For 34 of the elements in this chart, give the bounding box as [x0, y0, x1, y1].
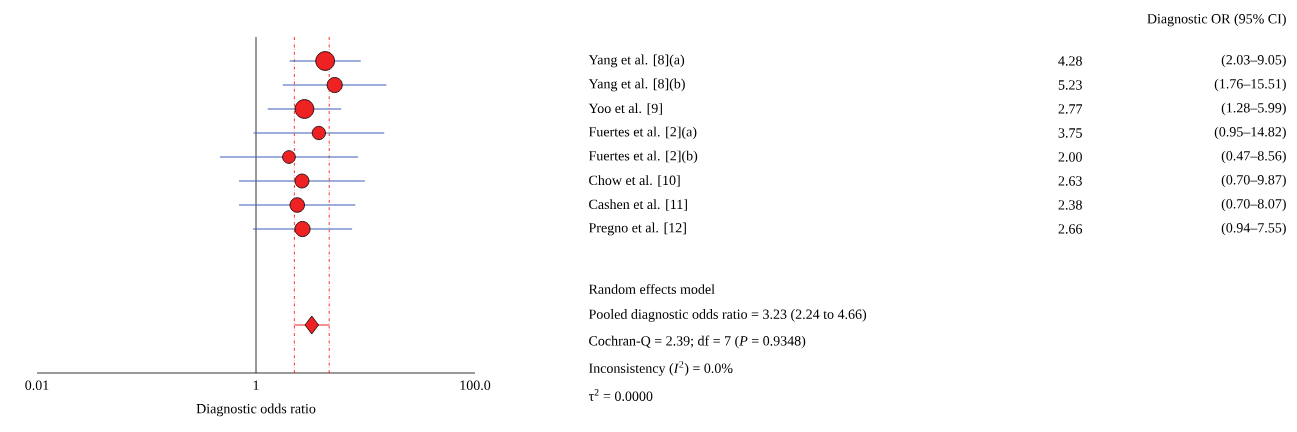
data-label: 2.63: [1058, 176, 1082, 186]
text: Random effects model: [588, 284, 715, 294]
text: (0.47–8.56): [1221, 150, 1286, 164]
y-tick-label: Chow et al. [10]: [589, 175, 680, 187]
text: Diagnostic OR (95% CI): [1147, 13, 1286, 27]
x-axis-title: Diagnostic odds ratio: [196, 403, 316, 417]
data-label: 2.66: [1058, 224, 1083, 234]
data-label: 2.77: [1058, 104, 1083, 114]
text: (0.70–9.87): [1221, 174, 1286, 188]
text: Cochran-Q = 2.39; df = 7 (P = 0.9348): [589, 335, 806, 349]
data-label: 3.75: [1058, 128, 1082, 138]
y-tick-label: Yang et al. [8](b): [588, 78, 685, 92]
text: τ$^{2}$ = 0.0000: [588, 389, 653, 401]
text: (2.03–9.05): [1221, 54, 1286, 68]
y-tick-label: Fuertes et al. [2](b): [588, 150, 698, 164]
text: (0.95–14.82): [1214, 126, 1286, 140]
x-tick-label: 0.01: [25, 380, 49, 391]
data-label: 2.38: [1058, 200, 1082, 210]
x-tick-label: 1: [253, 380, 259, 390]
y-tick-label: Pregno et al. [12]: [588, 222, 686, 236]
text: (0.94–7.55): [1221, 222, 1286, 236]
text: Pooled diagnostic odds ratio = 3.23 (2.24 to 4.66): [588, 309, 867, 322]
y-tick-label: Fuertes et al. [2](a): [588, 126, 697, 140]
y-tick-label: Yoo et al. [9]: [588, 103, 662, 115]
text: Inconsistency (I$^{2}$) = 0.0%: [589, 361, 733, 376]
text: (1.76–15.51): [1214, 78, 1286, 92]
y-tick-label: Yang et al. [8](a): [588, 54, 685, 68]
y-tick-label: Cashen et al. [11]: [589, 199, 687, 211]
text: (1.28–5.99): [1221, 102, 1286, 116]
data-label: 2.00: [1058, 152, 1082, 162]
text: (0.70–8.07): [1221, 198, 1286, 212]
x-tick-label: 100.0: [460, 380, 491, 391]
data-label: 5.23: [1058, 80, 1082, 90]
data-label: 4.28: [1058, 56, 1082, 66]
